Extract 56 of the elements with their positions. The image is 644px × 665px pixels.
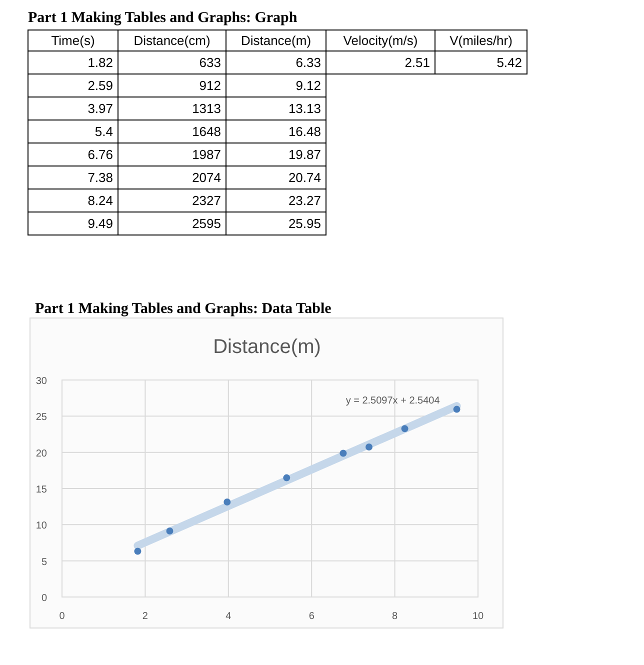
text: 19.87 [288, 147, 321, 162]
x-tick-label: 8 [392, 611, 398, 622]
text: 23.27 [288, 193, 321, 208]
point [340, 450, 347, 457]
annotation: y = 2.5097x + 2.5404 [346, 395, 440, 406]
category-label: Velocity(m/s) [343, 33, 418, 48]
point [134, 548, 142, 555]
y-tick-label: 30 [36, 376, 48, 387]
text: 7.38 [88, 170, 113, 185]
y-tick-label: 5 [41, 556, 48, 568]
text: 912 [199, 78, 221, 93]
text: 6.33 [296, 55, 321, 70]
text: 633 [199, 55, 221, 70]
x-tick-label: 4 [226, 611, 232, 622]
category-label: V(miles/hr) [450, 33, 512, 48]
text: 25.95 [288, 216, 321, 231]
text: 6.76 [88, 147, 113, 162]
point [166, 528, 174, 535]
text: 5.4 [94, 124, 113, 139]
text: 2327 [192, 193, 221, 208]
text: 2074 [192, 170, 221, 185]
x-tick-label: 10 [472, 611, 484, 622]
x-tick-label: 2 [142, 611, 148, 622]
category-label: Time(s) [51, 33, 95, 48]
y-tick-label: 15 [36, 484, 48, 496]
text: 2.51 [404, 55, 430, 70]
point [366, 443, 373, 450]
text: 1987 [192, 147, 221, 162]
text: 1648 [192, 124, 221, 139]
category-label: Distance(cm) [134, 33, 210, 48]
chart-subtitle: Distance(m) [213, 336, 321, 358]
y-tick-label: 25 [36, 412, 48, 424]
text: 2595 [192, 216, 221, 231]
y-tick-label: 10 [36, 520, 48, 532]
text: 9.49 [88, 216, 113, 231]
x-tick-label: 6 [308, 611, 315, 622]
text: 1313 [192, 101, 221, 116]
text: 1.82 [88, 55, 113, 70]
text: 16.48 [288, 124, 321, 139]
category-label: Distance(m) [240, 33, 312, 48]
point [283, 474, 290, 482]
y-tick-label: 0 [41, 593, 48, 604]
x-tick-label: 0 [59, 611, 66, 622]
point [401, 425, 408, 432]
chart-title: Part 1 Making Tables and Graphs: Data Table [35, 301, 332, 317]
y-tick-label: 20 [36, 448, 48, 460]
text: 3.97 [88, 101, 113, 116]
text: 13.13 [288, 101, 321, 116]
text: 2.59 [88, 78, 113, 93]
text: 5.42 [496, 55, 522, 70]
point [224, 498, 231, 506]
point [453, 406, 460, 413]
text: 20.74 [288, 170, 321, 185]
text: 8.24 [88, 193, 113, 208]
text: 9.12 [296, 78, 321, 93]
text: Part 1 Making Tables and Graphs: Graph [28, 10, 298, 26]
